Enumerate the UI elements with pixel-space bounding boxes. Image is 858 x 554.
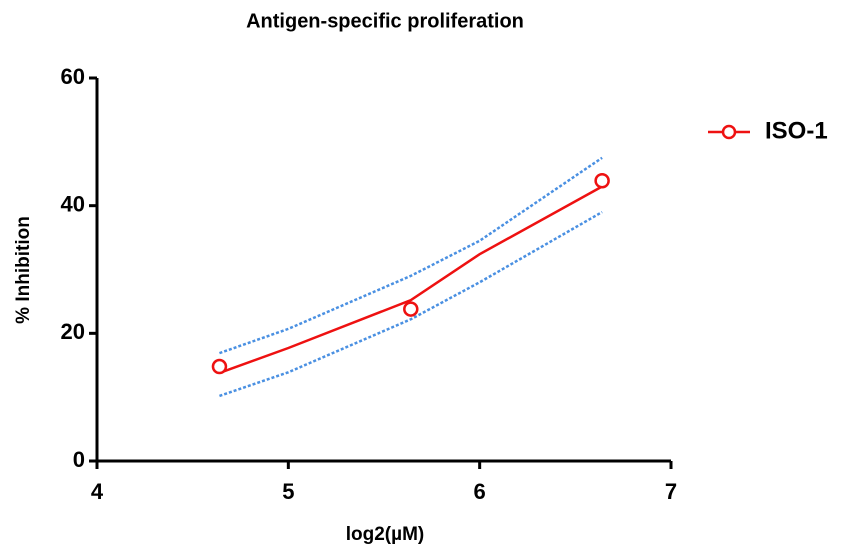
y-tick-label: 0: [73, 447, 85, 472]
x-tick-label: 4: [91, 479, 104, 504]
y-tick-label: 40: [61, 191, 85, 216]
x-tick-label: 5: [282, 479, 294, 504]
data-point: [403, 301, 419, 317]
chart-title: Antigen-specific proliferation: [246, 10, 524, 32]
x-tick-label: 6: [474, 479, 486, 504]
data-point: [211, 358, 228, 375]
fit-curve: [219, 185, 603, 375]
legend-marker: [721, 124, 737, 140]
data-point: [594, 173, 610, 189]
x-tick-label: 7: [665, 479, 677, 504]
confidence-band: [219, 156, 603, 355]
legend-label: ISO-1: [765, 117, 828, 144]
y-axis-label: % Inhibition: [13, 216, 34, 324]
y-tick-label: 60: [61, 64, 85, 89]
y-tick-label: 20: [61, 319, 85, 344]
x-axis-label: log2(µM): [346, 524, 425, 545]
confidence-band: [219, 210, 603, 398]
